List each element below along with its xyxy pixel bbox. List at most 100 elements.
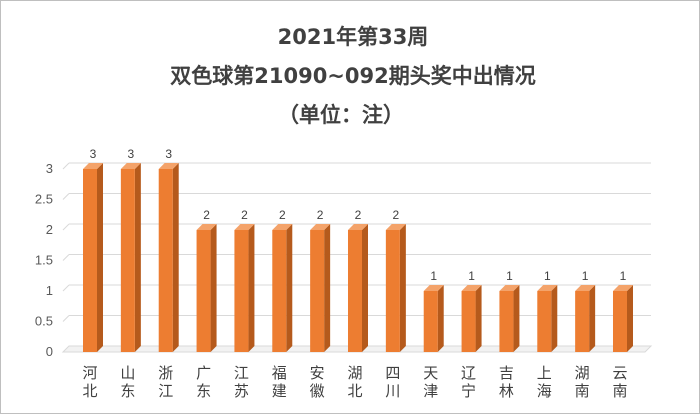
bar-side: [324, 224, 331, 352]
bar-front: [120, 169, 135, 352]
category-label-char: 上: [537, 364, 552, 382]
bar-top: [158, 163, 179, 169]
bar-side: [513, 285, 520, 352]
category-label-char: 北: [347, 382, 362, 400]
bar-front: [83, 169, 97, 352]
category-label-char: 安: [310, 364, 325, 382]
y-tick-label: 3: [46, 161, 53, 176]
data-label: 2: [355, 208, 362, 222]
bar: [423, 285, 444, 352]
bar-front: [196, 230, 211, 352]
bar-front: [310, 230, 325, 352]
bar-side: [626, 285, 633, 352]
data-label: 1: [468, 269, 475, 283]
category-label-char: 福: [272, 364, 287, 382]
bar-top: [537, 285, 558, 291]
data-label: 3: [128, 147, 135, 161]
category-label-char: 徽: [310, 382, 325, 400]
bar-front: [347, 230, 362, 352]
bar-side: [172, 163, 179, 352]
bar: [385, 224, 406, 352]
bar: [461, 285, 482, 352]
data-label: 1: [582, 269, 589, 283]
bar-front: [385, 230, 400, 352]
category-label-char: 津: [423, 382, 438, 400]
bar-side: [210, 224, 217, 352]
bar-front: [272, 230, 287, 352]
category-label-char: 湖: [347, 364, 362, 382]
category-label-char: 云: [612, 364, 627, 382]
category-label-char: 东: [120, 382, 135, 400]
bar-front: [461, 291, 476, 352]
category-label-char: 浙: [158, 364, 173, 382]
data-label: 3: [90, 147, 97, 161]
bar: [347, 224, 368, 352]
bar: [612, 285, 633, 352]
y-tick-label: 0.5: [35, 314, 53, 329]
category-label-char: 宁: [461, 382, 476, 400]
gridline-depth: [62, 193, 70, 200]
data-label: 2: [203, 208, 210, 222]
category-label-char: 天: [423, 364, 438, 382]
bar-top: [612, 285, 633, 291]
gridline-depth: [62, 254, 70, 261]
title-line-1: 2021年第33周: [278, 25, 429, 49]
bar-side: [361, 224, 368, 352]
bar-front: [234, 230, 249, 352]
y-tick-label: 2.5: [35, 192, 53, 207]
category-label-char: 川: [385, 382, 400, 400]
y-tick-label: 1: [46, 283, 53, 298]
bar-top: [575, 285, 596, 291]
bar-side: [134, 163, 141, 352]
category-label-char: 南: [612, 382, 627, 400]
data-label: 2: [317, 208, 324, 222]
bar-front: [423, 291, 438, 352]
data-label: 1: [544, 269, 551, 283]
bar-front: [575, 291, 590, 352]
data-label: 1: [506, 269, 513, 283]
category-label-char: 南: [575, 382, 590, 400]
bar-top: [120, 163, 141, 169]
bar-front: [499, 291, 514, 352]
data-label: 1: [620, 269, 627, 283]
bar: [499, 285, 520, 352]
gridline-depth: [62, 162, 70, 170]
y-tick-label: 2: [46, 222, 53, 237]
category-label-char: 海: [537, 382, 552, 400]
category-label-char: 山: [120, 364, 135, 382]
data-label: 2: [279, 208, 286, 222]
bar-top: [499, 285, 520, 291]
bar: [234, 224, 255, 352]
chart-title: 2021年第33周 双色球第21090~092期头奖中出情况 （单位：注）: [170, 25, 536, 127]
category-label-char: 四: [385, 364, 400, 382]
title-line-2: 双色球第21090~092期头奖中出情况: [170, 64, 536, 88]
bar-front: [158, 169, 173, 352]
gridline-depth: [62, 223, 70, 231]
data-label: 2: [393, 208, 400, 222]
bar-side: [97, 163, 103, 352]
bar-side: [437, 285, 444, 352]
bar-top: [196, 224, 217, 230]
y-tick-label: 0: [46, 344, 53, 359]
category-label-char: 东: [196, 382, 211, 400]
bar-top: [272, 224, 293, 230]
bar-top: [234, 224, 255, 230]
bar: [120, 163, 141, 352]
bar-side: [286, 224, 293, 352]
bar: [272, 224, 293, 352]
bar-front: [537, 291, 552, 352]
bar: [575, 285, 596, 352]
bar: [537, 285, 558, 352]
category-label-char: 辽: [461, 364, 476, 382]
bar-side: [551, 285, 558, 352]
category-label-char: 苏: [234, 382, 249, 400]
category-label-char: 北: [82, 382, 97, 400]
category-label-char: 河: [82, 364, 97, 382]
gridline-depth: [62, 284, 70, 292]
category-label-char: 广: [196, 364, 211, 382]
bar-side: [399, 224, 406, 352]
data-label: 1: [430, 269, 437, 283]
category-label-char: 林: [499, 382, 514, 400]
